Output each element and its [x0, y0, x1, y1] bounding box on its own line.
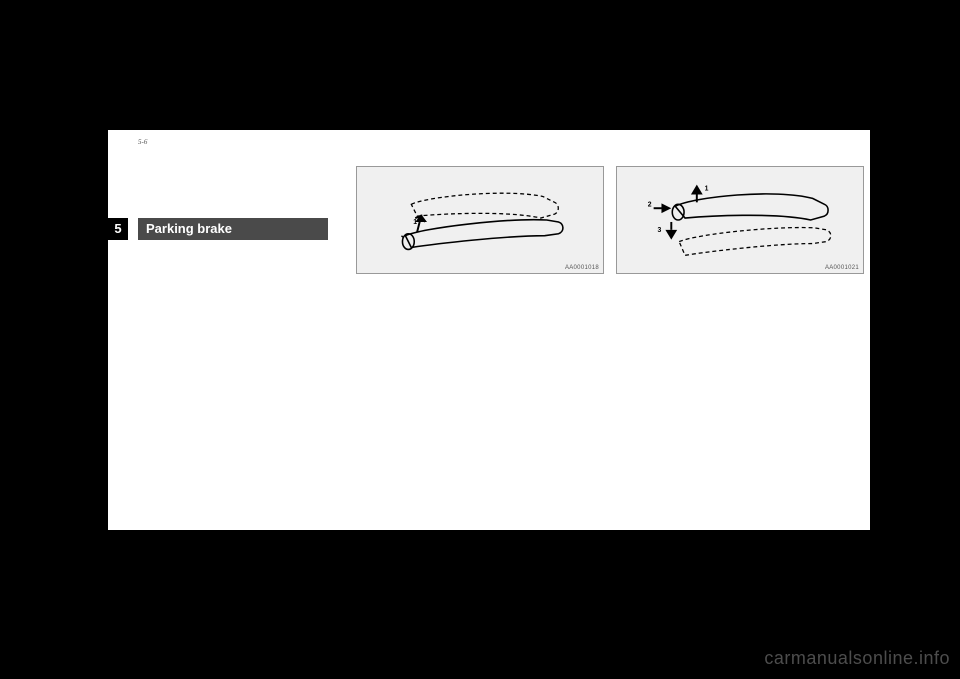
illustration-code-left: AA0001018 [565, 265, 599, 271]
illustration-apply-brake: 1 AA0001018 [356, 166, 604, 274]
parking-brake-release-svg: 1 2 3 [617, 167, 863, 273]
section-heading: Parking brake [138, 218, 328, 240]
manual-page: 5-6 5 Parking brake 1 AA0001018 [108, 130, 870, 530]
release-label-3: 3 [658, 227, 662, 234]
watermark: carmanualsonline.info [764, 648, 950, 669]
left-margin [108, 130, 138, 530]
release-label-1: 1 [705, 186, 709, 193]
chapter-tab: 5 [108, 218, 128, 240]
parking-brake-apply-svg: 1 [357, 167, 603, 273]
page-number-header: 5-6 [138, 138, 147, 146]
apply-arrow-label: 1 [413, 219, 417, 226]
release-label-2: 2 [648, 201, 652, 208]
illustration-code-right: AA0001021 [825, 265, 859, 271]
illustration-release-brake: 1 2 3 AA0001021 [616, 166, 864, 274]
